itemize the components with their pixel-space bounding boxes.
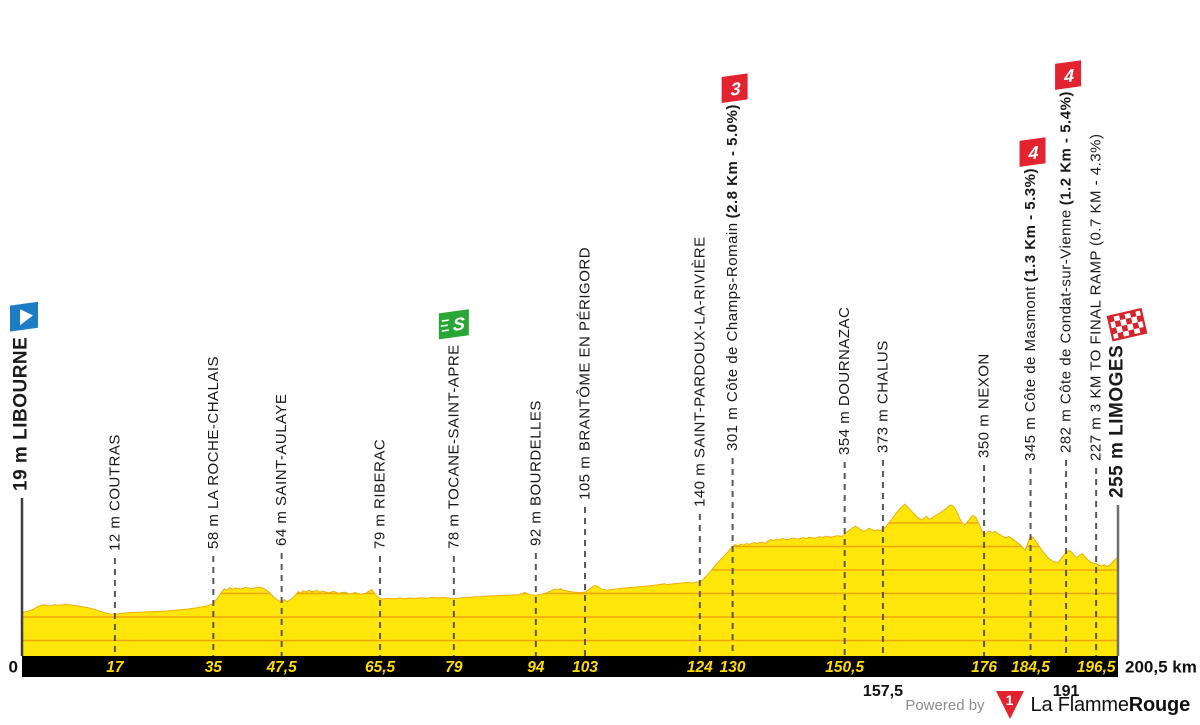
waypoint-label: 79 m RIBERAC <box>372 439 389 549</box>
profile-area <box>22 504 1118 656</box>
waypoint-label: 354 m DOURNAZAC <box>836 307 853 455</box>
profile-edge-line <box>21 503 1119 615</box>
km-tick-label: 17 <box>106 659 125 676</box>
waypoint-label: 140 m SAINT-PARDOUX-LA-RIVIÈRE <box>691 236 708 507</box>
waypoint-label: 58 m LA ROCHE-CHALAIS <box>205 356 222 549</box>
category-4-badge: 4 <box>1019 137 1046 167</box>
waypoint-label: 301 m Côte de Champs-Romain(2.8 Km - 5.0… <box>724 104 741 451</box>
total-distance-label: 200,5 km <box>1125 658 1197 677</box>
km-tick-label: 47,5 <box>266 659 298 676</box>
km-tick-label: 130 <box>720 659 746 676</box>
km-tick-label: 176 <box>971 659 997 676</box>
start-flag-icon <box>10 301 38 332</box>
sprint-badge: S <box>438 309 469 340</box>
waypoint-label: 92 m BOURDELLES <box>527 400 544 546</box>
footer-branding: Powered by 1 La FlammeRouge <box>905 691 1190 719</box>
waypoint-label: 12 m COUTRAS <box>106 434 123 551</box>
category-3-badge: 3 <box>721 73 748 104</box>
waypoint-label: 373 m CHALUS <box>874 340 891 453</box>
waypoint-label: 255 m LIMOGES <box>1107 345 1128 498</box>
km-tick-label: 196,5 <box>1077 659 1116 676</box>
brand-name: La FlammeRouge <box>1030 693 1191 716</box>
svg-text:3: 3 <box>731 78 741 99</box>
km-tick-label-below: 157,5 <box>863 683 903 700</box>
origin-label: 0 <box>9 658 18 677</box>
play-triangle-icon <box>20 309 33 326</box>
speed-lines-icon <box>441 329 449 332</box>
km-tick-label: 94 <box>527 659 545 676</box>
category-4-badge: 4 <box>1055 60 1082 90</box>
svg-text:S: S <box>453 313 465 335</box>
km-tick-label: 79 <box>445 659 463 676</box>
waypoint-label: 345 m Côte de Masmont(1.3 Km - 5.3%) <box>1022 168 1039 461</box>
km-tick-label: 65,5 <box>365 659 396 676</box>
waypoint-label: 227 m 3 KM TO FINAL RAMP(0.7 KM - 4.3%) <box>1088 134 1105 461</box>
logo-digit: 1 <box>1005 692 1014 708</box>
finish-flag-icon <box>1106 307 1148 342</box>
waypoint-label: 282 m Côte de Condat-sur-Vienne(1.2 Km -… <box>1058 91 1075 453</box>
la-flamme-rouge-logo-icon: 1 <box>995 691 1024 719</box>
km-tick-label-below: 191 <box>1053 683 1080 700</box>
waypoint-label: 64 m SAINT-AULAYE <box>273 394 290 546</box>
km-tick-label: 103 <box>572 659 598 676</box>
powered-by-label: Powered by <box>905 696 985 714</box>
distance-axis-bar <box>22 656 1118 677</box>
svg-text:4: 4 <box>1063 65 1074 86</box>
speed-lines-icon <box>440 324 448 327</box>
km-tick-label: 124 <box>687 659 713 676</box>
waypoint-label: 19 m LIBOURNE <box>11 337 32 491</box>
km-tick-label: 35 <box>205 659 223 676</box>
km-tick-label: 184,5 <box>1011 659 1050 676</box>
waypoint-label: 78 m TOCANE-SAINT-APRE <box>445 344 462 549</box>
logo-triangle-icon <box>995 691 1024 719</box>
km-tick-label: 150,5 <box>825 659 864 676</box>
waypoint-label: 105 m BRANTÔME EN PÉRIGORD <box>577 247 594 500</box>
svg-text:4: 4 <box>1028 142 1039 163</box>
waypoint-label: 350 m NEXON <box>976 353 993 458</box>
speed-lines-icon <box>441 319 449 322</box>
